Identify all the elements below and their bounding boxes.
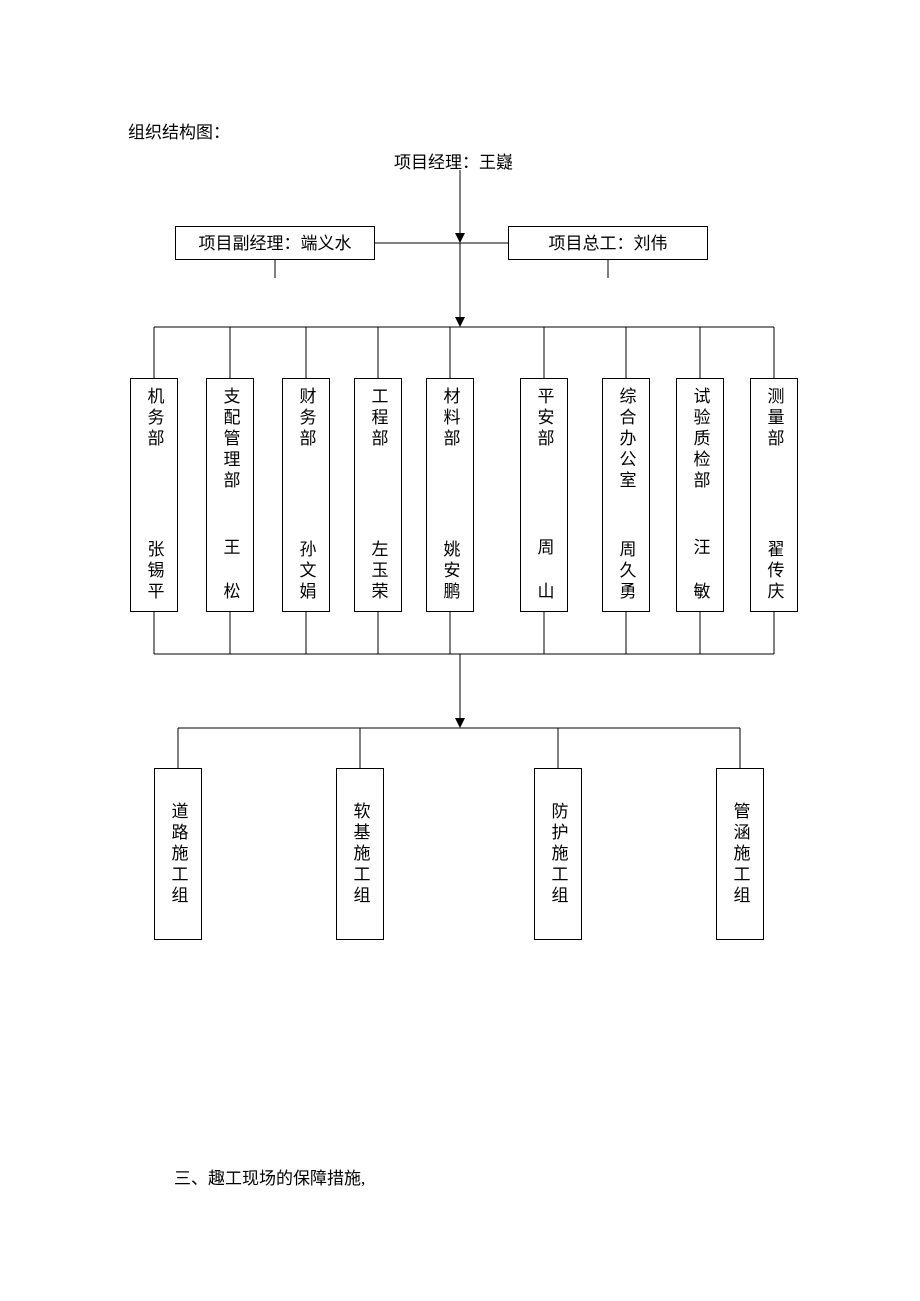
page: 组织结构图： 项目经理：王嶷 项目副经理：端义水 项目总工：刘伟 机务部张锡平支… — [0, 0, 920, 1301]
team-name: 软基施工组 — [348, 802, 373, 907]
department-name: 财务部 — [294, 387, 319, 450]
department-name: 机务部 — [142, 387, 167, 450]
team-box: 防护施工组 — [534, 768, 582, 940]
department-name: 支配管理部 — [218, 387, 243, 492]
department-box: 综合办公室周久勇 — [602, 378, 650, 612]
department-name: 平安部 — [532, 387, 557, 450]
department-person: 汪 敏 — [688, 538, 713, 603]
department-person: 王 松 — [218, 538, 243, 603]
team-box: 管涵施工组 — [716, 768, 764, 940]
department-person: 周久勇 — [614, 540, 639, 603]
team-box: 道路施工组 — [154, 768, 202, 940]
department-name: 材料部 — [438, 387, 463, 450]
department-box: 机务部张锡平 — [130, 378, 178, 612]
node-deputy-manager: 项目副经理：端义水 — [175, 226, 375, 260]
department-person: 姚安鹏 — [438, 540, 463, 603]
node-chief-engineer: 项目总工：刘伟 — [508, 226, 708, 260]
team-box: 软基施工组 — [336, 768, 384, 940]
team-name: 管涵施工组 — [728, 802, 753, 907]
department-name: 测量部 — [762, 387, 787, 450]
department-name: 试验质检部 — [688, 387, 713, 492]
connectors-svg — [0, 0, 920, 1301]
section-3-heading: 三、趣工现场的保障措施, — [174, 1164, 365, 1189]
team-name: 防护施工组 — [546, 802, 571, 907]
department-box: 平安部周 山 — [520, 378, 568, 612]
department-box: 财务部孙文娟 — [282, 378, 330, 612]
department-box: 试验质检部汪 敏 — [676, 378, 724, 612]
department-person: 周 山 — [532, 538, 557, 603]
department-box: 工程部左玉荣 — [354, 378, 402, 612]
deputy-label: 项目副经理：端义水 — [199, 234, 352, 253]
team-name: 道路施工组 — [166, 802, 191, 907]
department-person: 左玉荣 — [366, 540, 391, 603]
department-box: 支配管理部王 松 — [206, 378, 254, 612]
department-box: 测量部翟传庆 — [750, 378, 798, 612]
department-box: 材料部姚安鹏 — [426, 378, 474, 612]
department-name: 综合办公室 — [614, 387, 639, 492]
chief-label: 项目总工：刘伟 — [549, 234, 668, 253]
chart-title: 组织结构图： — [128, 118, 230, 143]
department-person: 孙文娟 — [294, 540, 319, 603]
node-project-manager: 项目经理：王嶷 — [394, 148, 513, 173]
department-person: 张锡平 — [142, 540, 167, 603]
department-name: 工程部 — [366, 387, 391, 450]
department-person: 翟传庆 — [762, 540, 787, 603]
